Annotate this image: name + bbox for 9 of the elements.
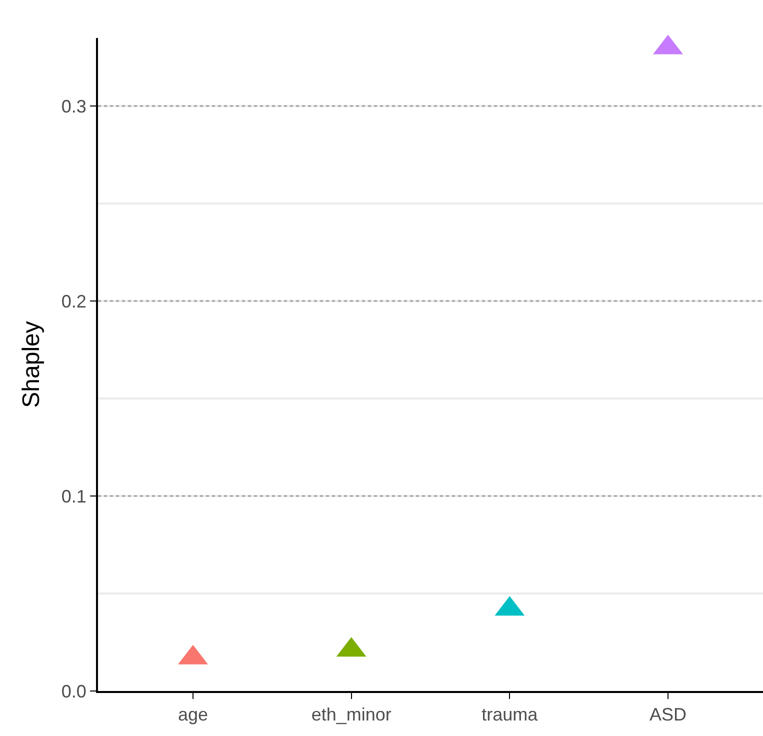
y-axis-title: Shapley	[18, 321, 45, 408]
x-tick-label: trauma	[482, 704, 539, 725]
x-tick-label: age	[178, 704, 208, 725]
y-tick-label: 0.2	[61, 291, 86, 312]
y-tick-label: 0.0	[61, 681, 86, 702]
y-tick-label: 0.1	[61, 486, 86, 506]
y-tick-label: 0.3	[61, 96, 86, 117]
x-tick-label: ASD	[649, 704, 687, 725]
x-tick-label: eth_minor	[311, 704, 392, 725]
